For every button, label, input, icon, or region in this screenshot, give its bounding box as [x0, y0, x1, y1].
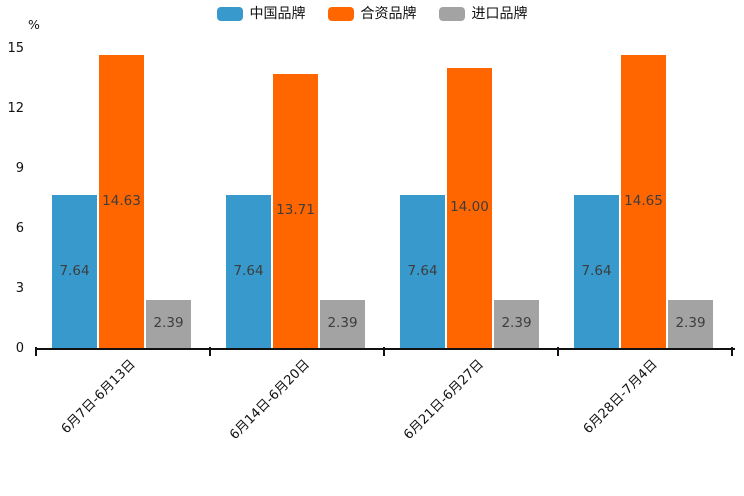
bar-series2-group0	[146, 300, 191, 348]
bar-value-label: 2.39	[675, 315, 706, 331]
bar-value-label: 7.64	[233, 263, 264, 279]
bar-series1-group0	[99, 55, 144, 348]
x-axis-category-label: 6月21日-6月27日	[400, 357, 487, 443]
x-axis-tick	[209, 347, 211, 356]
x-axis-category-label: 6月7日-6月13日	[58, 357, 139, 437]
legend-label: 进口品牌	[471, 6, 528, 22]
y-axis-tick-label: 15	[7, 41, 24, 56]
x-axis-tick	[383, 347, 385, 356]
bar-value-label: 2.39	[153, 315, 184, 331]
legend-swatch-icon	[438, 7, 465, 21]
bar-series1-group3	[621, 55, 666, 348]
y-axis-tick-label: 12	[7, 101, 24, 116]
bar-value-label: 7.64	[407, 263, 438, 279]
x-axis-line	[35, 348, 735, 350]
y-axis-tick-label: 0	[15, 341, 24, 356]
legend-swatch-icon	[327, 7, 354, 21]
bar-value-label: 7.64	[581, 263, 612, 279]
bar-value-label: 2.39	[501, 315, 532, 331]
x-axis-tick	[35, 347, 37, 356]
bar-value-label: 2.39	[327, 315, 358, 331]
x-axis-category-label: 6月14日-6月20日	[226, 357, 313, 443]
legend-item-1[interactable]: 合资品牌	[327, 6, 417, 22]
bar-series2-group2	[494, 300, 539, 348]
bar-value-label: 14.63	[102, 193, 141, 209]
bar-value-label: 14.00	[450, 199, 489, 215]
bar-series0-group3	[574, 195, 619, 348]
legend-item-0[interactable]: 中国品牌	[216, 6, 306, 22]
y-axis-tick-label: 9	[15, 161, 24, 176]
x-axis-category-label: 6月28日-7月4日	[580, 357, 661, 437]
legend-item-2[interactable]: 进口品牌	[438, 6, 528, 22]
legend-swatch-icon	[216, 7, 243, 21]
x-axis-tick	[731, 347, 733, 356]
bar-series1-group1	[273, 74, 318, 348]
bar-series2-group1	[320, 300, 365, 348]
bar-series1-group2	[447, 68, 492, 348]
bar-series0-group2	[400, 195, 445, 348]
bar-value-label: 7.64	[59, 263, 90, 279]
y-axis-tick-label: 6	[15, 221, 24, 236]
y-axis-unit-label: %	[28, 17, 40, 32]
bar-value-label: 13.71	[276, 202, 315, 218]
y-axis-tick-label: 3	[15, 281, 24, 296]
bar-series2-group3	[668, 300, 713, 348]
bar-series0-group1	[226, 195, 271, 348]
x-axis-tick	[557, 347, 559, 356]
bar-series0-group0	[52, 195, 97, 348]
bar-value-label: 14.65	[624, 193, 663, 209]
legend-label: 中国品牌	[249, 6, 306, 22]
legend-label: 合资品牌	[360, 6, 417, 22]
chart-legend: 中国品牌 合资品牌 进口品牌	[0, 6, 744, 22]
